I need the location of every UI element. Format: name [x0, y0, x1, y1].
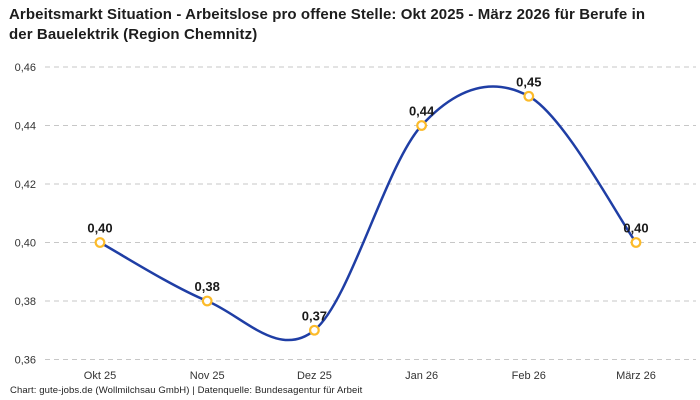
y-axis-tick-label: 0,44	[15, 121, 36, 133]
line-chart: 0,46 0,44 0,42 0,40 0,38 0,36 Okt 25 Nov 25 Dez …	[15, 62, 696, 382]
footer-credit: Chart: gute-jobs.de (Wollmilchsau GmbH) …	[10, 385, 363, 396]
data-point-label: 0,45	[516, 74, 541, 89]
data-point-label: 0,37	[302, 308, 327, 323]
data-point-label: 0,40	[87, 221, 112, 236]
x-axis-tick-label: März 26	[616, 370, 656, 382]
data-point-marker	[201, 295, 213, 307]
data-point-marker	[630, 237, 642, 248]
data-point-marker	[94, 237, 106, 248]
data-point-marker	[523, 90, 535, 102]
y-axis-tick-label: 0,38	[15, 296, 36, 308]
chart-title: Arbeitsmarkt Situation - Arbeitslose pro…	[9, 6, 646, 43]
trend-line	[98, 85, 638, 342]
y-axis-tick-label: 0,36	[15, 355, 36, 367]
y-axis-tick-label: 0,46	[15, 62, 36, 74]
x-axis-tick-label: Feb 26	[512, 370, 546, 382]
x-axis-tick-label: Okt 25	[84, 370, 116, 382]
x-axis-tick-label: Dez 25	[297, 370, 332, 382]
data-point-label: 0,44	[409, 104, 435, 119]
y-axis-tick-label: 0,42	[15, 179, 36, 191]
data-point-label: 0,38	[195, 279, 220, 294]
x-axis-tick-label: Nov 25	[190, 370, 225, 382]
data-point-marker	[416, 120, 428, 131]
y-axis-tick-label: 0,40	[15, 238, 36, 250]
data-point-marker	[309, 324, 320, 336]
data-point-label: 0,40	[623, 221, 648, 236]
x-axis-tick-label: Jan 26	[405, 370, 438, 382]
